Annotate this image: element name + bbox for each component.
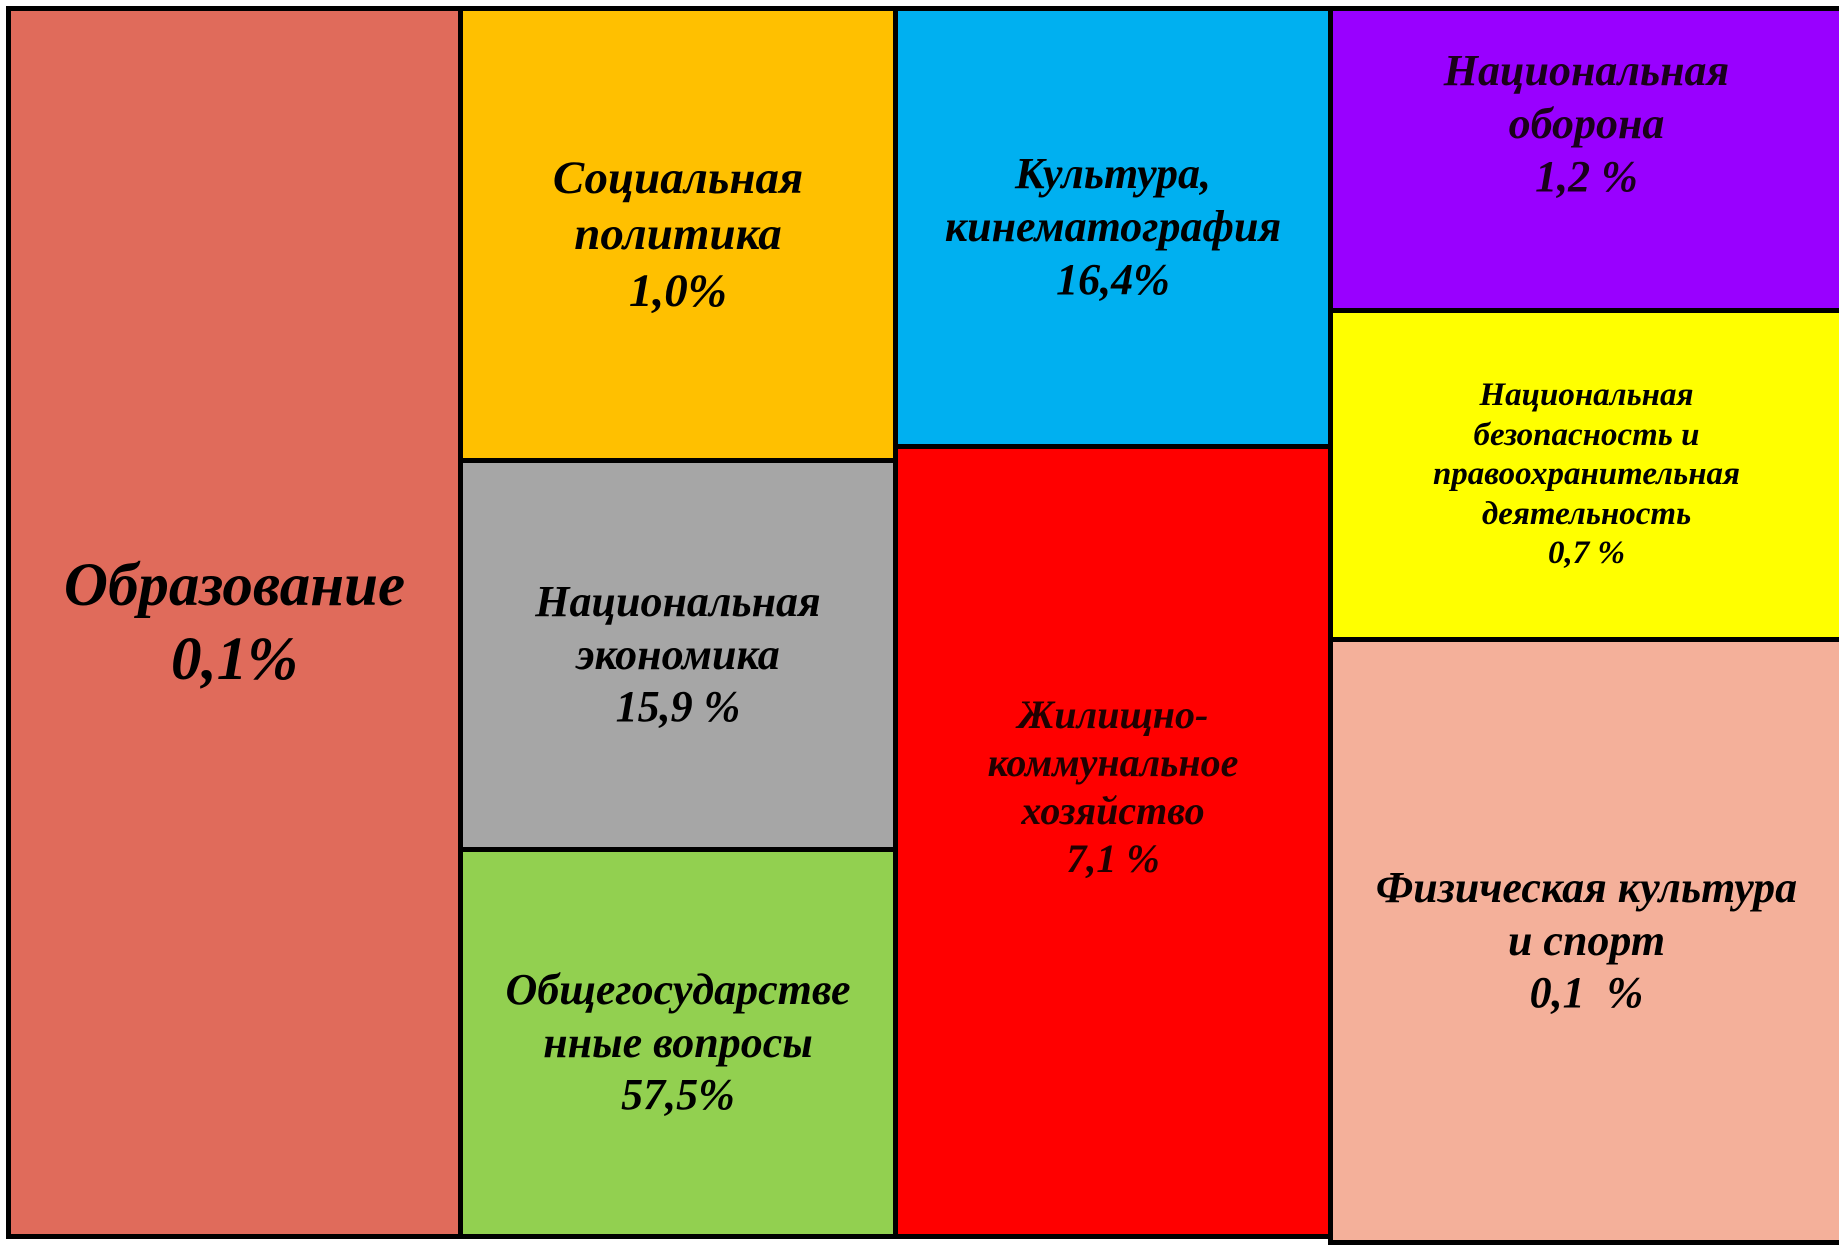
tile-label: безопасность и: [1473, 416, 1700, 453]
tile: Национальная безопасность и правоохранител…: [1328, 308, 1839, 642]
tile-value: 0,7 %: [1548, 535, 1625, 572]
tile: Общегосударстве нные вопросы 57,5%: [458, 847, 898, 1239]
tile-label: Культура,: [1014, 149, 1212, 199]
tile: Жилищно-коммунальное хозяйство 7,1 %: [893, 444, 1333, 1239]
tile: Культура, кинематография 16,4%: [893, 6, 1333, 449]
tile-value: 1,0%: [629, 264, 727, 317]
tile-label: Национальная: [1479, 377, 1694, 414]
tile-label: и спорт: [1507, 915, 1666, 965]
tile-value: 15,9 %: [615, 682, 741, 732]
tile-value: 7,1 %: [1066, 835, 1160, 881]
tile-label: деятельность: [1481, 495, 1692, 532]
tile-label: Национальная: [1443, 46, 1730, 96]
tile-label: Физическая культура: [1375, 862, 1798, 912]
tile-value: 16,4%: [1056, 254, 1170, 304]
tile-label: правоохранительная: [1432, 456, 1741, 493]
tile-label: политика: [574, 208, 782, 261]
tile-label: нные вопросы: [543, 1017, 813, 1067]
tile: Национальная оборона 1,2 %: [1328, 6, 1839, 313]
tile-label: кинематография: [944, 202, 1282, 252]
tile-value: 57,5%: [621, 1070, 735, 1120]
tile: Социальная политика 1,0%: [458, 6, 898, 463]
tile-label: Жилищно-: [1017, 691, 1209, 737]
tile: Национальная экономика 15,9 %: [458, 458, 898, 852]
tile: Физическая культура и спорт 0,1 %: [1328, 637, 1839, 1245]
tile-label: оборона: [1508, 99, 1665, 149]
tile-label: Социальная: [552, 151, 804, 204]
tile-label: Образование: [63, 552, 406, 620]
tile-label: коммунальное: [987, 739, 1239, 785]
tile-label: хозяйство: [1021, 787, 1205, 833]
tile-value: 0,1 %: [1529, 968, 1644, 1018]
tile-label: экономика: [576, 629, 780, 679]
tile-value: 0,1%: [170, 625, 299, 693]
tile-label: Национальная: [535, 576, 821, 626]
tile-label: Общегосударстве: [505, 964, 851, 1014]
tile: Образование 0,1%: [6, 6, 463, 1239]
tile-value: 1,2 %: [1535, 151, 1638, 201]
